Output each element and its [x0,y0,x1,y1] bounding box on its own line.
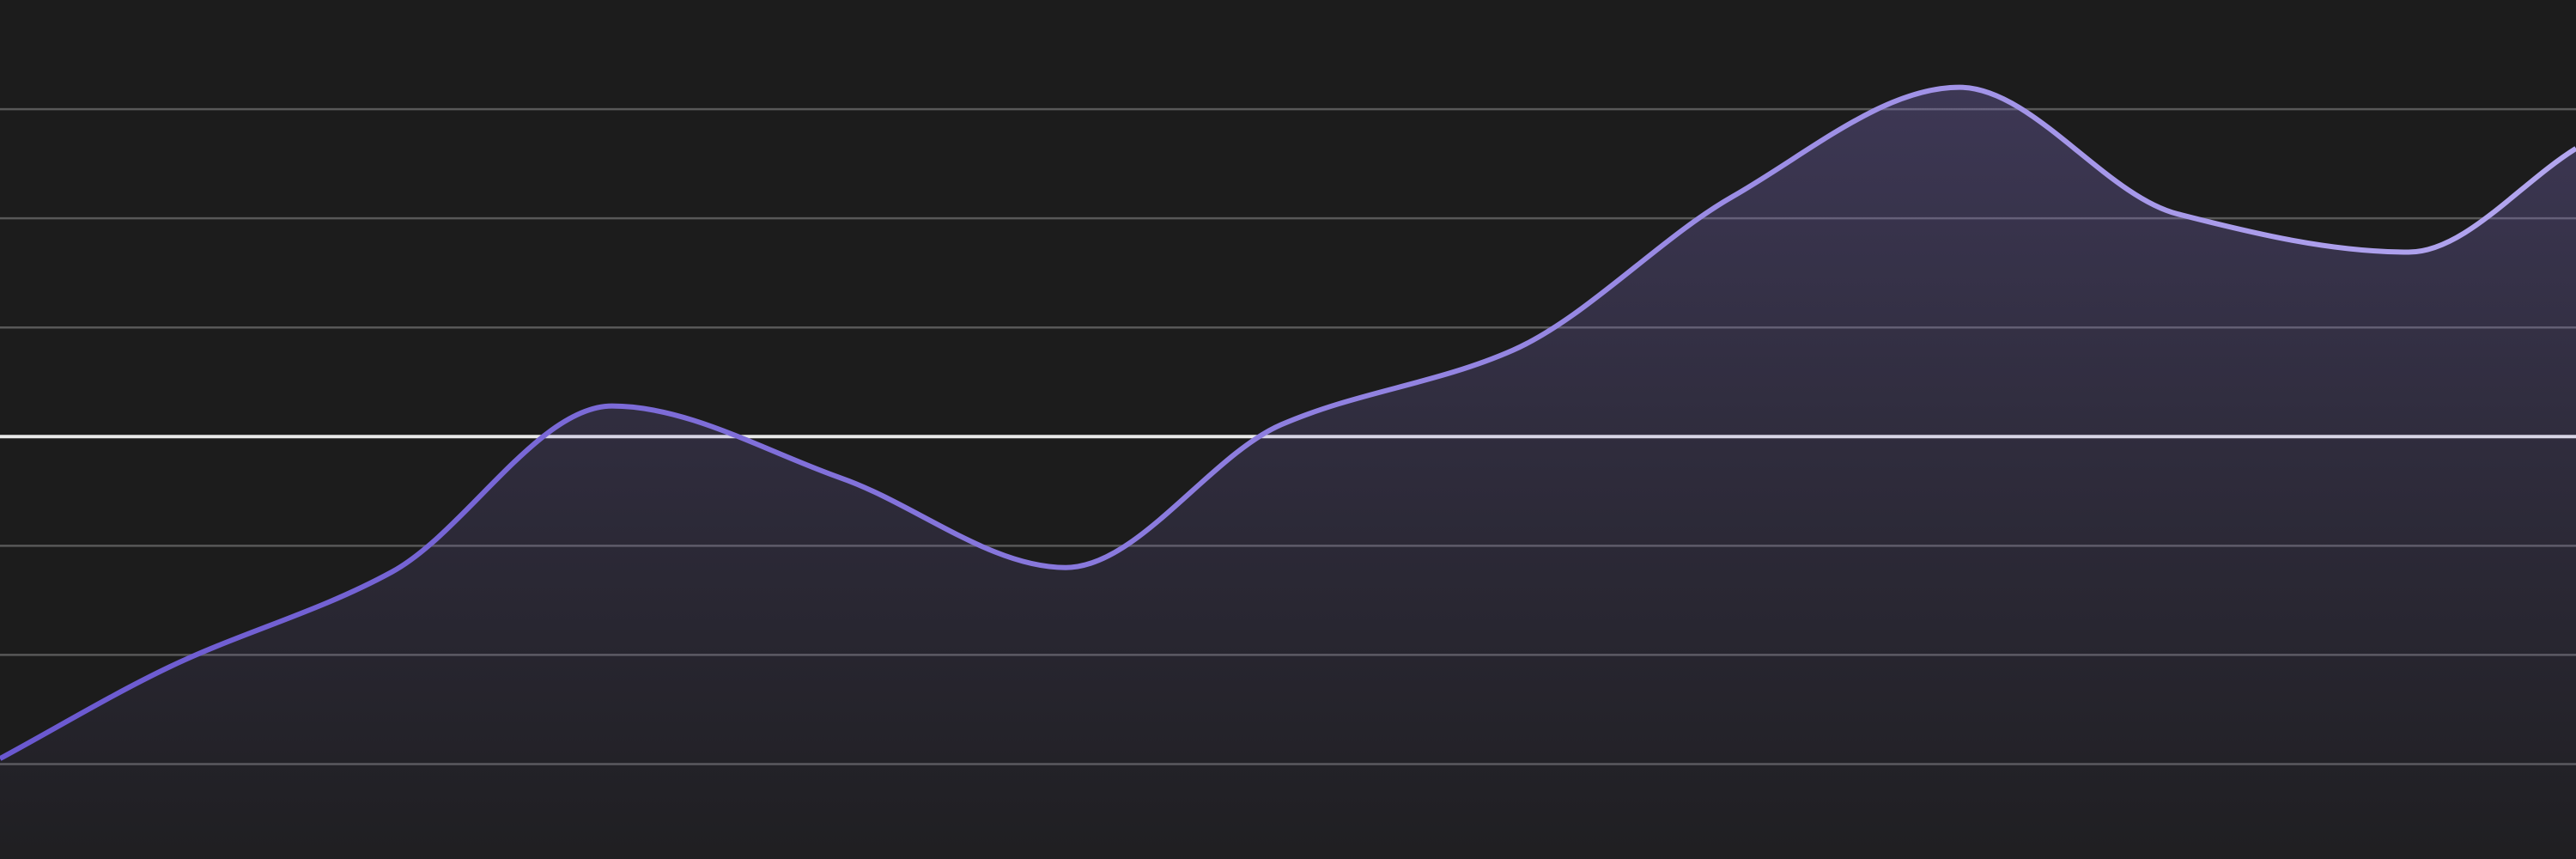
line [0,84,2576,761]
area-fill [0,87,2576,859]
